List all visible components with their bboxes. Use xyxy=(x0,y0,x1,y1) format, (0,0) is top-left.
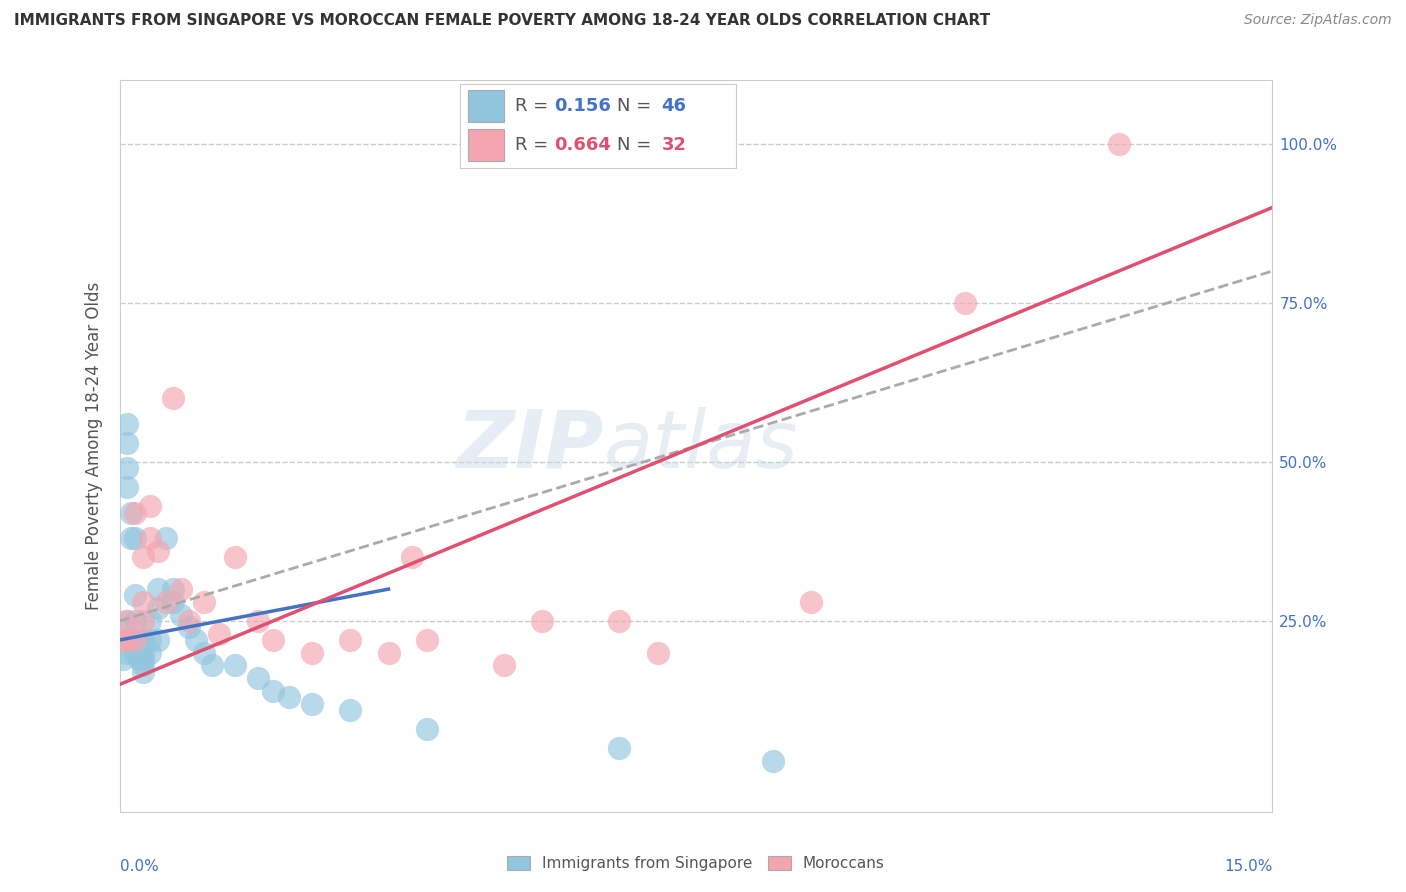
Point xyxy=(112,652,135,666)
Point xyxy=(112,632,135,647)
Point xyxy=(120,506,142,520)
Y-axis label: Female Poverty Among 18-24 Year Olds: Female Poverty Among 18-24 Year Olds xyxy=(84,282,103,610)
Point xyxy=(131,652,153,666)
Text: ZIP: ZIP xyxy=(457,407,603,485)
Point xyxy=(128,652,150,666)
Point xyxy=(800,595,823,609)
Point xyxy=(193,646,215,660)
Point xyxy=(115,646,138,660)
Point xyxy=(301,697,323,711)
Point xyxy=(162,392,184,406)
Point xyxy=(139,632,162,647)
Text: 15.0%: 15.0% xyxy=(1225,859,1272,874)
Point xyxy=(131,550,153,565)
Point xyxy=(131,646,153,660)
Point xyxy=(1108,136,1130,151)
Point xyxy=(146,582,169,596)
Point xyxy=(262,684,284,698)
Point xyxy=(124,646,146,660)
Point xyxy=(115,480,138,494)
Point xyxy=(112,632,135,647)
Point xyxy=(492,658,515,673)
Point xyxy=(120,531,142,545)
Point xyxy=(170,582,193,596)
Point xyxy=(762,754,785,768)
Point xyxy=(124,506,146,520)
Point xyxy=(124,614,146,628)
Point xyxy=(277,690,299,705)
Point xyxy=(115,632,138,647)
Point xyxy=(115,461,138,475)
Point xyxy=(170,607,193,622)
Point xyxy=(201,658,224,673)
Point xyxy=(131,632,153,647)
Point xyxy=(139,500,162,514)
Point xyxy=(162,582,184,596)
Point xyxy=(531,614,554,628)
Point xyxy=(162,595,184,609)
Point xyxy=(177,620,200,634)
Point xyxy=(115,614,138,628)
Point xyxy=(114,614,136,628)
Point xyxy=(146,632,169,647)
Point xyxy=(607,741,630,756)
Point xyxy=(146,544,169,558)
Point xyxy=(115,417,138,431)
Point xyxy=(124,531,146,545)
Point xyxy=(115,435,138,450)
Point xyxy=(124,589,146,603)
Point xyxy=(139,614,162,628)
Point xyxy=(208,626,231,640)
Point xyxy=(177,614,200,628)
Text: 0.0%: 0.0% xyxy=(120,859,159,874)
Point xyxy=(120,632,142,647)
Point xyxy=(246,671,269,685)
Point xyxy=(146,601,169,615)
Point xyxy=(224,550,246,565)
Point xyxy=(262,632,284,647)
Point xyxy=(139,646,162,660)
Point xyxy=(128,632,150,647)
Point xyxy=(139,531,162,545)
Point xyxy=(377,646,399,660)
Point xyxy=(301,646,323,660)
Text: IMMIGRANTS FROM SINGAPORE VS MOROCCAN FEMALE POVERTY AMONG 18-24 YEAR OLDS CORRE: IMMIGRANTS FROM SINGAPORE VS MOROCCAN FE… xyxy=(14,13,990,29)
Point xyxy=(131,595,153,609)
Point xyxy=(155,595,177,609)
Point xyxy=(339,632,361,647)
Point xyxy=(131,658,153,673)
Point xyxy=(416,722,439,736)
Point xyxy=(246,614,269,628)
Legend: Immigrants from Singapore, Moroccans: Immigrants from Singapore, Moroccans xyxy=(501,850,891,877)
Point xyxy=(131,665,153,679)
Text: atlas: atlas xyxy=(603,407,799,485)
Point xyxy=(416,632,439,647)
Text: Source: ZipAtlas.com: Source: ZipAtlas.com xyxy=(1244,13,1392,28)
Point xyxy=(155,531,177,545)
Point xyxy=(124,632,146,647)
Point xyxy=(339,703,361,717)
Point xyxy=(193,595,215,609)
Point xyxy=(224,658,246,673)
Point xyxy=(607,614,630,628)
Point xyxy=(953,296,976,310)
Point xyxy=(131,614,153,628)
Point xyxy=(647,646,669,660)
Point xyxy=(124,632,146,647)
Point xyxy=(186,632,208,647)
Point xyxy=(401,550,423,565)
